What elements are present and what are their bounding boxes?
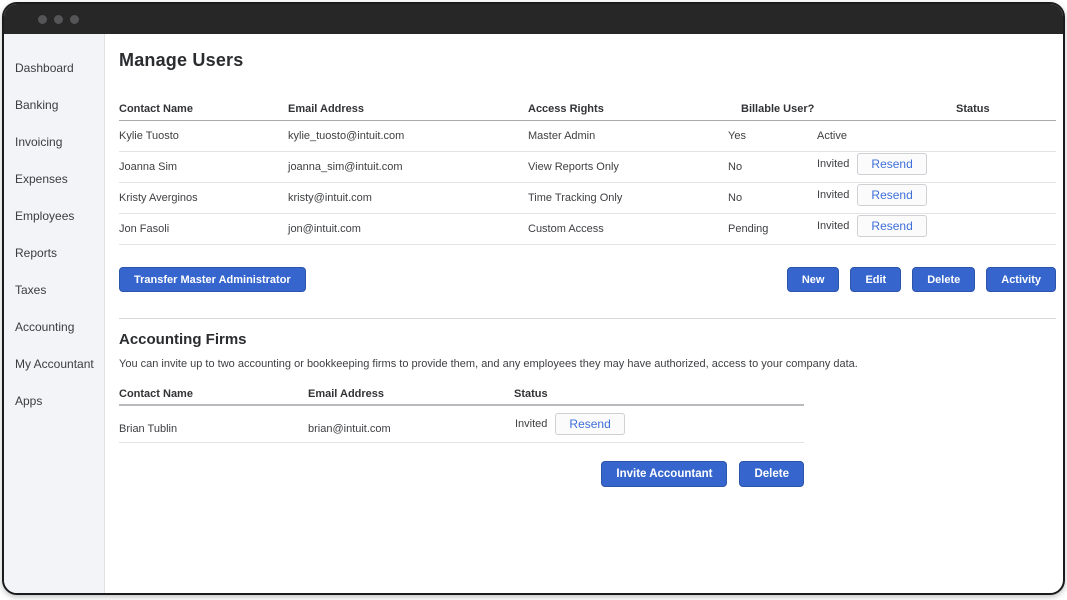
table-row[interactable]: Kristy Averginos kristy@intuit.com Time … (119, 183, 1056, 214)
window-dot-icon[interactable] (54, 14, 63, 24)
resend-button[interactable]: Resend (857, 215, 927, 237)
user-billable: No (728, 161, 743, 173)
activity-button[interactable]: Activity (986, 267, 1056, 292)
status-badge: Invited (817, 158, 850, 170)
user-status-cell: Invited Resend (816, 153, 1056, 175)
status-badge: Invited (817, 189, 850, 201)
sidebar-item-reports[interactable]: Reports (15, 245, 58, 260)
sidebar-item-apps[interactable]: Apps (15, 393, 43, 408)
new-button[interactable]: New (786, 267, 840, 292)
delete-button[interactable]: Delete (912, 267, 976, 292)
resend-button[interactable]: Resend (555, 413, 625, 435)
user-action-button-group: New Edit Delete Activity (786, 267, 1056, 292)
user-contact-name: Kristy Averginos (119, 192, 198, 204)
page-title: Manage Users (119, 50, 244, 70)
sidebar-item-my-accountant[interactable]: My Accountant (15, 356, 94, 371)
status-badge: Invited (817, 220, 850, 232)
column-header-email: Email Address (308, 388, 385, 400)
resend-button[interactable]: Resend (857, 184, 927, 206)
transfer-master-administrator-button[interactable]: Transfer Master Administrator (119, 267, 306, 292)
column-header-access: Access Rights (528, 103, 604, 115)
user-email: kylie_tuosto@intuit.com (288, 130, 405, 142)
window-titlebar (4, 4, 1063, 34)
sidebar-item-taxes[interactable]: Taxes (15, 282, 47, 297)
column-header-billable: Billable User? (741, 103, 815, 115)
user-status-cell: Invited Resend (816, 184, 1056, 206)
user-access: Time Tracking Only (528, 192, 623, 204)
firm-actions-row: Invite Accountant Delete (119, 461, 804, 487)
accounting-firms-description: You can invite up to two accounting or b… (119, 358, 858, 370)
window-dot-icon[interactable] (38, 14, 47, 24)
accounting-firms-title: Accounting Firms (119, 331, 247, 348)
user-contact-name: Kylie Tuosto (119, 130, 179, 142)
firm-email: brian@intuit.com (308, 423, 391, 435)
table-row[interactable]: Brian Tublin brian@intuit.com Invited Re… (119, 406, 804, 443)
user-status-cell: Invited Resend (816, 215, 1056, 237)
accounting-firms-table: Contact Name Email Address Status Brian … (119, 384, 804, 443)
table-row[interactable]: Jon Fasoli jon@intuit.com Custom Access … (119, 214, 1056, 245)
column-header-contact-name: Contact Name (119, 388, 193, 400)
sidebar-item-accounting[interactable]: Accounting (15, 319, 75, 334)
sidebar-item-expenses[interactable]: Expenses (15, 171, 68, 186)
column-header-email: Email Address (288, 103, 365, 115)
user-contact-name: Joanna Sim (119, 161, 178, 173)
status-badge: Invited (515, 418, 548, 430)
column-header-status: Status (956, 103, 990, 115)
app-body: Dashboard Banking Invoicing Expenses Emp… (4, 34, 1063, 593)
delete-accountant-button[interactable]: Delete (739, 461, 804, 487)
firms-table-header: Contact Name Email Address Status (119, 384, 804, 406)
sidebar: Dashboard Banking Invoicing Expenses Emp… (4, 34, 105, 593)
sidebar-item-dashboard[interactable]: Dashboard (15, 60, 74, 75)
table-row[interactable]: Joanna Sim joanna_sim@intuit.com View Re… (119, 152, 1056, 183)
users-actions-row: Transfer Master Administrator New Edit D… (119, 267, 1056, 292)
user-billable: No (728, 192, 743, 204)
column-header-contact-name: Contact Name (119, 103, 193, 115)
firm-status-cell: Invited Resend (514, 413, 804, 435)
user-billable: Yes (728, 130, 746, 142)
firm-contact-name: Brian Tublin (119, 423, 178, 435)
resend-button[interactable]: Resend (857, 153, 927, 175)
user-access: View Reports Only (528, 161, 619, 173)
main-content: Manage Users Contact Name Email Address … (105, 34, 1063, 593)
window-dot-icon[interactable] (70, 14, 79, 24)
invite-accountant-button[interactable]: Invite Accountant (601, 461, 728, 487)
sidebar-item-banking[interactable]: Banking (15, 97, 59, 112)
users-table-header: Contact Name Email Address Access Rights… (119, 98, 1056, 121)
column-header-status: Status (514, 388, 548, 400)
user-email: kristy@intuit.com (288, 192, 372, 204)
user-email: jon@intuit.com (288, 223, 361, 235)
table-row[interactable]: Kylie Tuosto kylie_tuosto@intuit.com Mas… (119, 121, 1056, 152)
edit-button[interactable]: Edit (850, 267, 902, 292)
status-badge: Active (817, 130, 847, 142)
sidebar-item-invoicing[interactable]: Invoicing (15, 134, 63, 149)
user-access: Custom Access (528, 223, 604, 235)
user-contact-name: Jon Fasoli (119, 223, 170, 235)
sidebar-item-employees[interactable]: Employees (15, 208, 75, 223)
user-billable: Pending (728, 223, 769, 235)
user-access: Master Admin (528, 130, 596, 142)
user-status-cell: Active (816, 130, 1056, 142)
users-table: Contact Name Email Address Access Rights… (119, 98, 1056, 245)
user-email: joanna_sim@intuit.com (288, 161, 403, 173)
section-divider (119, 318, 1056, 319)
